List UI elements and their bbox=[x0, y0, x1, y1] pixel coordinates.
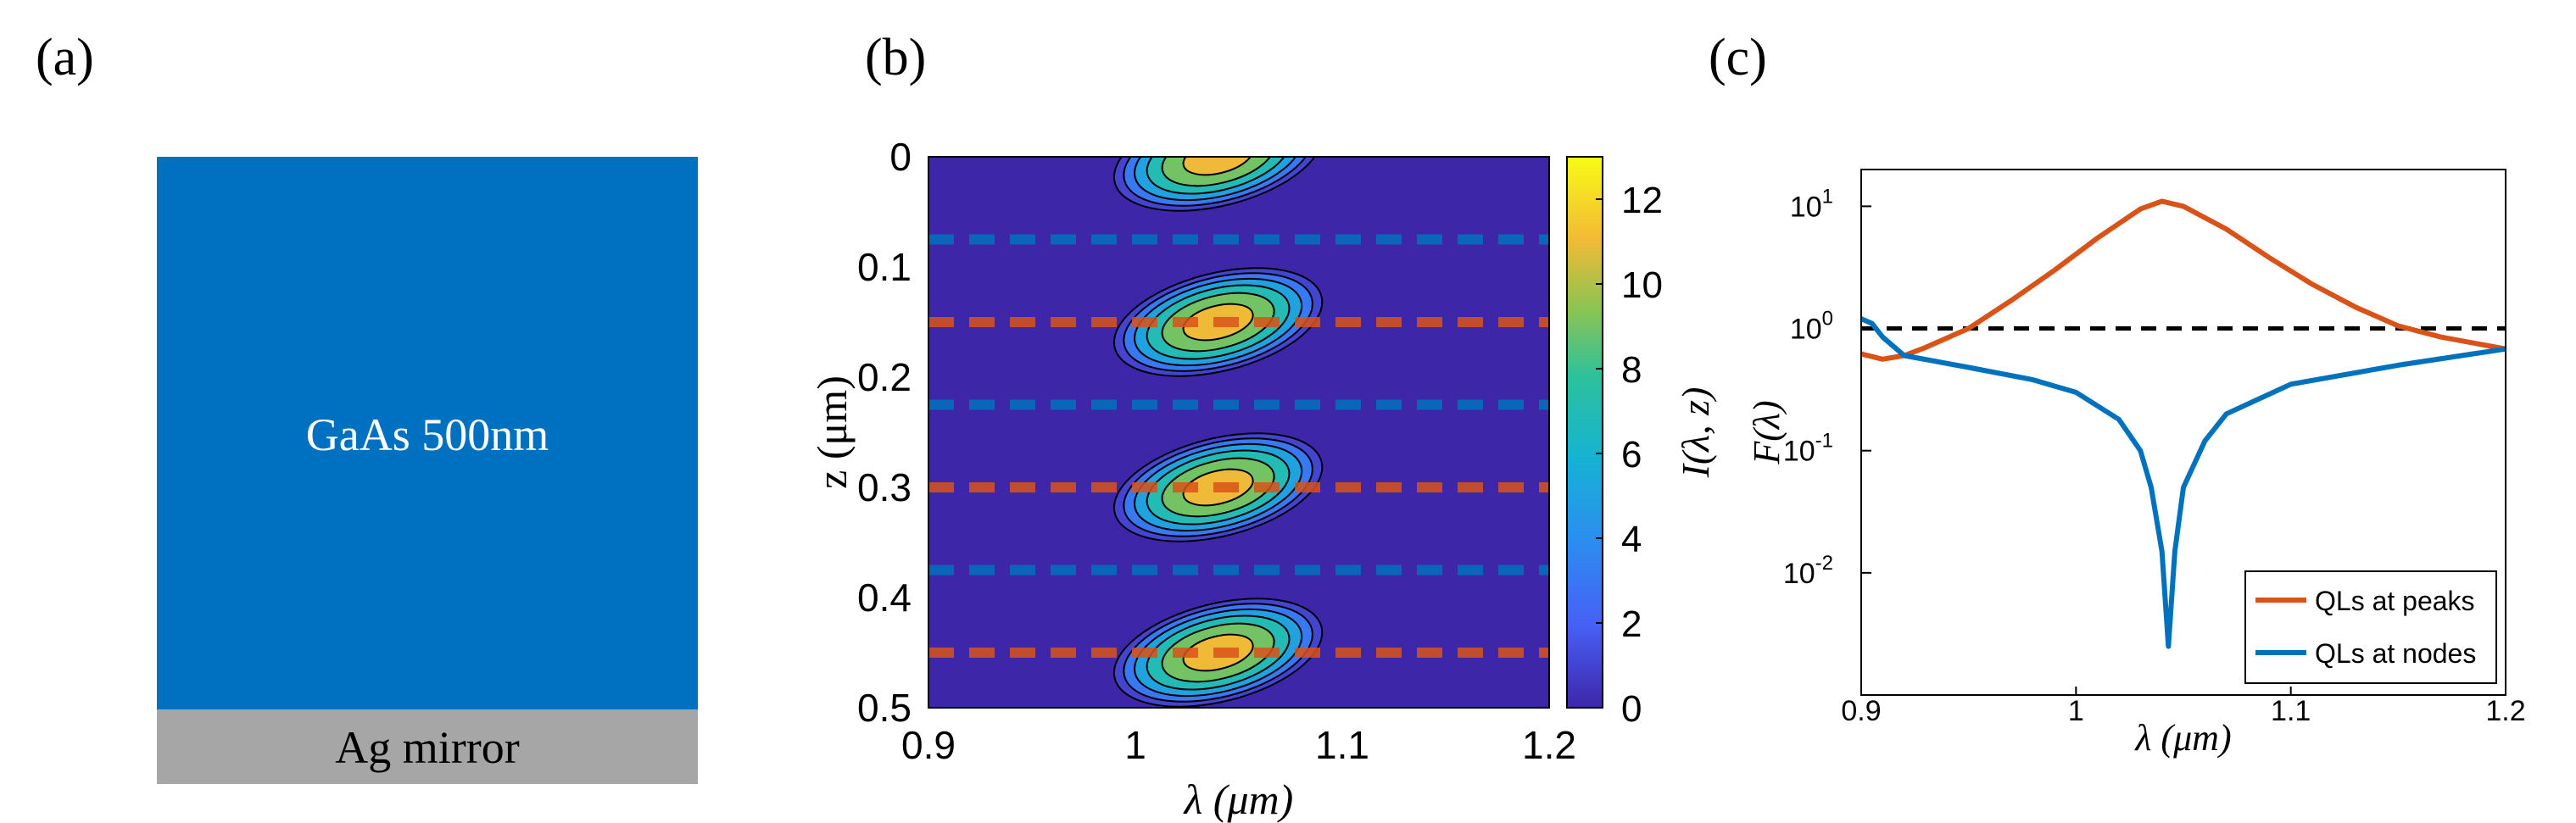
x-ticks: 0.9 1 1.1 1.2 bbox=[901, 723, 1576, 767]
series-line-peaks bbox=[1861, 198, 2506, 362]
series-line-nodes bbox=[1861, 316, 2506, 649]
heatmap-frame bbox=[928, 156, 1550, 709]
legend-label-peaks: QLs at peaks bbox=[2315, 586, 2475, 616]
panel-label-b: (b) bbox=[865, 29, 926, 86]
plot-frame bbox=[1860, 169, 2506, 696]
legend-box bbox=[2244, 570, 2497, 684]
panel-label-a: (a) bbox=[36, 29, 94, 86]
ag-mirror-layer bbox=[157, 709, 698, 784]
line-chart: 0.9 1 1.1 1.2 10-2 10-1 100 101 λ (μm) F(λ) QL… bbox=[1746, 169, 2526, 759]
legend-label-nodes: QLs at nodes bbox=[2315, 638, 2476, 669]
x-tick-label: 1 bbox=[1124, 723, 1146, 767]
y-tick-label: 0.4 bbox=[857, 576, 912, 620]
colorbar-tick-label: 10 bbox=[1621, 264, 1663, 306]
y-tick-label: 0.5 bbox=[857, 686, 912, 730]
panel-label-c: (c) bbox=[1709, 29, 1767, 86]
gaas-layer-label: GaAs 500nm bbox=[306, 409, 549, 460]
ag-mirror-label: Ag mirror bbox=[335, 722, 519, 773]
colorbar-tick-label: 2 bbox=[1621, 603, 1642, 645]
colorbar bbox=[1566, 156, 1603, 709]
x-tick-label: 1.1 bbox=[1315, 723, 1369, 767]
colorbar-label: I(λ, z) bbox=[1674, 387, 1717, 479]
y-ticks: 0 0.1 0.2 0.3 0.4 0.5 bbox=[857, 135, 912, 730]
x-axis-label: λ (μm) bbox=[2133, 717, 2231, 759]
x-tick-label: 1 bbox=[2068, 695, 2084, 727]
colorbar-tick-label: 0 bbox=[1621, 688, 1642, 730]
layer-stack: GaAs 500nm Ag mirror bbox=[157, 157, 698, 784]
colorbar-tick-label: 12 bbox=[1621, 180, 1663, 221]
y-axis-label: F(λ) bbox=[1746, 400, 1787, 464]
colorbar-tick-label: 6 bbox=[1621, 434, 1642, 475]
y-tick-label: 0.3 bbox=[857, 465, 912, 509]
x-axis-label: λ (μm) bbox=[1183, 776, 1294, 823]
x-tick-label: 1.1 bbox=[2271, 695, 2311, 727]
y-axis-label: z (μm) bbox=[808, 375, 856, 489]
y-tick-label: 0.2 bbox=[857, 355, 912, 399]
y-tick-label: 10-1 bbox=[1783, 430, 1833, 468]
x-tick-label: 1.2 bbox=[2485, 695, 2525, 727]
x-ticks: 0.9 1 1.1 1.2 bbox=[1841, 687, 2526, 727]
x-tick-label: 0.9 bbox=[901, 723, 956, 767]
colorbar-ticks: 0 2 4 6 8 10 12 bbox=[1596, 180, 1663, 730]
y-tick-label: 0 bbox=[889, 135, 912, 179]
x-tick-label: 1.2 bbox=[1522, 723, 1576, 767]
legend: QLs at peaks QLs at nodes bbox=[2244, 570, 2497, 684]
layer-lines bbox=[928, 234, 1549, 658]
colorbar-tick-label: 4 bbox=[1621, 519, 1642, 560]
y-tick-label: 10-2 bbox=[1783, 552, 1833, 590]
y-tick-label: 100 bbox=[1790, 308, 1833, 346]
gaas-layer bbox=[157, 157, 698, 709]
y-tick-label: 101 bbox=[1790, 185, 1833, 223]
x-tick-label: 0.9 bbox=[1841, 695, 1881, 727]
colorbar-tick-label: 8 bbox=[1621, 349, 1642, 391]
y-ticks: 10-2 10-1 100 101 bbox=[1783, 185, 1871, 590]
heatmap-chart: 0.9 1 1.1 1.2 0 0.1 0.2 0.3 0.4 0.5 λ (μm) z (μm… bbox=[808, 135, 1717, 823]
y-tick-label: 0.1 bbox=[857, 245, 912, 289]
series-group bbox=[1861, 198, 2506, 649]
contour-level-12 bbox=[1182, 157, 1254, 176]
